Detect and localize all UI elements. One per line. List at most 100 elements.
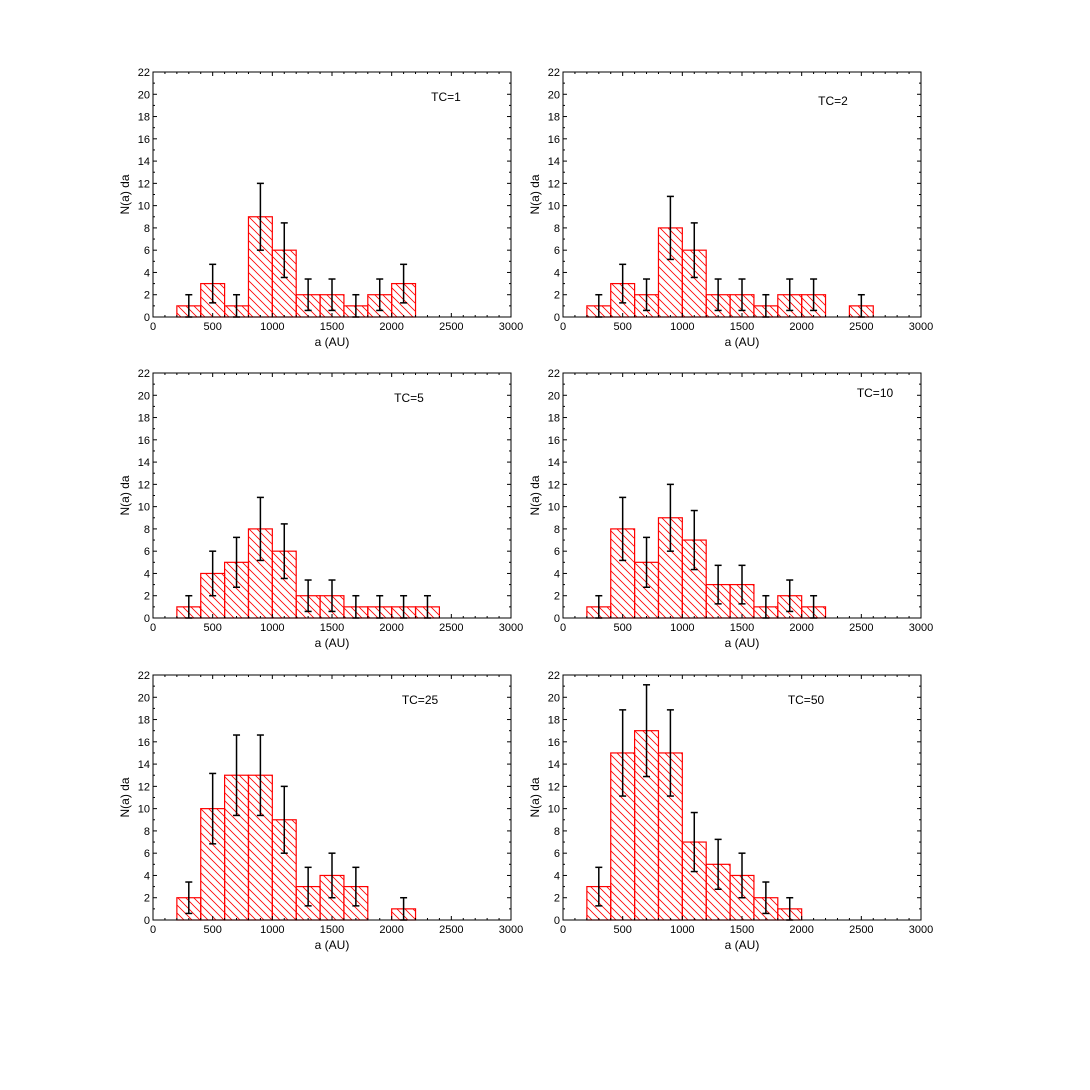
error-bar <box>595 866 603 907</box>
y-tick-label: 22 <box>548 67 560 79</box>
y-tick-label: 4 <box>144 568 150 580</box>
x-axis-title: a (AU) <box>315 335 350 349</box>
y-tick-label: 4 <box>554 267 560 279</box>
x-tick-label: 1000 <box>670 622 694 634</box>
y-tick-label: 8 <box>554 826 560 838</box>
x-tick-label: 2000 <box>379 321 403 333</box>
x-axis-title: a (AU) <box>725 636 760 650</box>
y-tick-label: 20 <box>548 692 560 704</box>
error-bar <box>304 278 312 312</box>
y-tick-label: 2 <box>144 893 150 905</box>
y-tick-label: 20 <box>138 390 150 402</box>
y-tick-label: 12 <box>138 781 150 793</box>
error-bar <box>352 866 360 907</box>
y-tick-label: 8 <box>144 524 150 536</box>
error-bar <box>256 182 264 251</box>
y-tick-label: 14 <box>548 759 560 771</box>
x-tick-label: 1000 <box>670 321 694 333</box>
y-tick-label: 2 <box>554 591 560 603</box>
y-tick-label: 22 <box>138 67 150 79</box>
y-tick-label: 10 <box>138 804 150 816</box>
chart-panel: 0 500 1000 1500 2000 2500 3000 0 2 4 6 8 10 12 14 16 18 2… <box>118 368 523 650</box>
x-tick-label: 500 <box>203 321 221 333</box>
y-tick-label: 18 <box>138 715 150 727</box>
error-bar <box>280 523 288 580</box>
x-tick-label: 1500 <box>320 924 344 936</box>
y-tick-label: 4 <box>144 870 150 882</box>
x-tick-label: 0 <box>560 924 566 936</box>
x-tick-label: 3000 <box>499 924 523 936</box>
y-tick-label: 16 <box>138 737 150 749</box>
y-tick-label: 18 <box>548 413 560 425</box>
x-tick-label: 500 <box>203 622 221 634</box>
x-tick-label: 3000 <box>499 321 523 333</box>
panel-annotation: TC=25 <box>402 693 439 707</box>
x-axis-title: a (AU) <box>725 335 760 349</box>
error-bar <box>666 709 674 797</box>
error-bar <box>209 550 217 597</box>
chart-panel: 0 500 1000 1500 2000 2500 3000 0 2 4 6 8 10 12 14 16 18 2… <box>118 670 523 952</box>
y-tick-label: 2 <box>144 591 150 603</box>
x-tick-label: 3000 <box>499 622 523 634</box>
error-bar <box>738 278 746 312</box>
y-tick-label: 14 <box>138 457 150 469</box>
y-tick-label: 12 <box>138 479 150 491</box>
y-tick-label: 14 <box>548 457 560 469</box>
y-tick-label: 4 <box>554 870 560 882</box>
error-bar <box>304 579 312 613</box>
x-tick-label: 1500 <box>320 321 344 333</box>
x-axis-title: a (AU) <box>725 938 760 952</box>
error-bar <box>619 263 627 304</box>
y-tick-label: 12 <box>548 479 560 491</box>
y-tick-label: 10 <box>138 201 150 213</box>
y-tick-label: 2 <box>554 290 560 302</box>
error-bar <box>690 222 698 279</box>
chart-panel: 0 500 1000 1500 2000 2500 3000 0 2 4 6 8 10 12 14 16 18 2… <box>528 368 933 650</box>
y-tick-label: 10 <box>548 201 560 213</box>
y-tick-label: 20 <box>138 89 150 101</box>
y-tick-label: 14 <box>138 759 150 771</box>
error-bar <box>209 263 217 304</box>
x-tick-label: 3000 <box>909 924 933 936</box>
error-bar <box>328 579 336 613</box>
x-tick-label: 2000 <box>379 924 403 936</box>
error-bar <box>762 881 770 915</box>
y-tick-label: 18 <box>138 112 150 124</box>
error-bar <box>280 222 288 279</box>
x-tick-label: 1000 <box>670 924 694 936</box>
y-tick-label: 20 <box>138 692 150 704</box>
error-bar <box>185 881 193 915</box>
y-axis-title: N(a) da <box>528 174 542 214</box>
error-bar <box>738 852 746 899</box>
error-bar <box>619 496 627 562</box>
panel-annotation: TC=50 <box>788 693 825 707</box>
y-tick-label: 22 <box>138 368 150 380</box>
x-tick-label: 1500 <box>730 321 754 333</box>
y-tick-label: 16 <box>548 134 560 146</box>
error-bar <box>643 536 651 589</box>
y-axis-title: N(a) da <box>118 777 132 817</box>
chart-panel: 0 500 1000 1500 2000 2500 3000 0 2 4 6 8 10 12 14 16 18 2… <box>528 670 933 952</box>
x-tick-label: 2000 <box>789 924 813 936</box>
x-tick-label: 2500 <box>439 924 463 936</box>
y-axis-title: N(a) da <box>118 174 132 214</box>
x-tick-label: 2500 <box>849 924 873 936</box>
error-bar <box>714 278 722 312</box>
y-tick-label: 20 <box>548 89 560 101</box>
y-tick-label: 16 <box>138 134 150 146</box>
error-bar <box>738 564 746 605</box>
error-bar <box>304 866 312 907</box>
error-bar <box>376 278 384 312</box>
x-tick-label: 0 <box>150 321 156 333</box>
error-bar <box>328 852 336 899</box>
y-axis-title: N(a) da <box>118 475 132 515</box>
y-tick-label: 8 <box>144 223 150 235</box>
x-tick-label: 500 <box>613 924 631 936</box>
x-tick-label: 2000 <box>379 622 403 634</box>
panel-annotation: TC=1 <box>431 90 461 104</box>
x-tick-label: 0 <box>560 622 566 634</box>
x-tick-label: 1000 <box>260 622 284 634</box>
x-tick-label: 0 <box>150 622 156 634</box>
x-tick-label: 500 <box>613 321 631 333</box>
